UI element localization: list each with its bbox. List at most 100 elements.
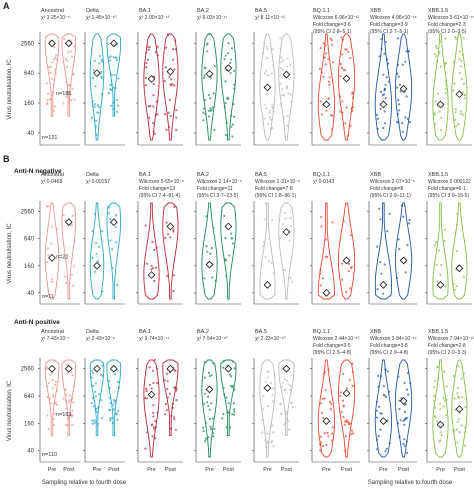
data-point	[398, 408, 401, 411]
data-point	[459, 110, 463, 113]
data-point	[113, 73, 116, 77]
data-point	[227, 97, 230, 100]
data-point	[347, 50, 350, 53]
data-point	[457, 418, 460, 421]
data-point	[341, 38, 344, 41]
variant-title: XBB	[370, 8, 381, 14]
data-point	[94, 395, 97, 398]
group-label: Pre	[93, 467, 102, 473]
data-point	[405, 50, 408, 53]
data-point	[208, 417, 212, 421]
data-point	[94, 382, 98, 385]
data-point	[172, 228, 175, 231]
data-point	[221, 417, 224, 420]
data-point	[111, 248, 114, 251]
data-point	[272, 387, 275, 390]
data-point	[174, 387, 177, 390]
data-point	[169, 236, 172, 239]
data-point	[229, 375, 233, 378]
data-point	[328, 76, 331, 79]
data-point	[153, 132, 157, 135]
data-point	[376, 448, 379, 451]
violin-pre	[432, 33, 449, 141]
data-point	[93, 59, 96, 63]
data-point	[263, 103, 266, 106]
data-point	[396, 422, 399, 425]
data-point	[408, 222, 411, 225]
data-point	[65, 65, 68, 68]
data-point	[231, 135, 234, 138]
variant-title: XBB.1.5	[428, 8, 448, 14]
data-point	[148, 366, 151, 369]
data-point	[48, 66, 51, 69]
stat-label: Wilcoxon 2·07×10⁻⁵	[370, 179, 415, 185]
data-point	[319, 269, 322, 272]
violin-pre	[259, 359, 276, 458]
data-point	[206, 50, 209, 53]
data-point	[205, 215, 208, 218]
data-point	[164, 413, 167, 416]
data-point	[396, 63, 400, 66]
data-point	[67, 417, 70, 420]
violin-pre	[201, 202, 218, 300]
median-diamond	[224, 222, 233, 231]
data-point	[229, 71, 232, 75]
data-point	[233, 410, 236, 413]
data-point	[375, 245, 379, 248]
data-point	[71, 414, 74, 417]
data-point	[203, 361, 206, 364]
data-point	[464, 405, 467, 408]
data-point	[156, 45, 159, 48]
data-point	[114, 56, 117, 59]
data-point	[93, 421, 96, 424]
data-point	[384, 450, 387, 453]
data-point	[46, 385, 49, 388]
data-point	[55, 227, 59, 230]
data-point	[463, 430, 466, 434]
data-point	[66, 372, 69, 375]
median-diamond	[322, 288, 331, 297]
data-point	[345, 290, 348, 294]
data-point	[208, 408, 211, 411]
data-point	[382, 385, 385, 388]
data-point	[175, 129, 178, 132]
data-point	[456, 441, 459, 444]
data-point	[203, 74, 206, 77]
stat-label: Fold change=2·8	[428, 343, 466, 349]
data-point	[329, 37, 332, 40]
stat-label: Wilcoxon 1·31×10⁻⁵	[255, 179, 300, 185]
data-point	[397, 99, 400, 102]
y-axis-label: Virus neutralisation, IC	[7, 59, 13, 120]
data-point	[439, 439, 442, 442]
data-point	[331, 128, 334, 131]
data-point	[168, 392, 171, 395]
data-point	[67, 92, 70, 95]
data-point	[207, 404, 210, 407]
data-point	[342, 219, 345, 222]
median-diamond	[147, 271, 156, 279]
median-diamond	[455, 264, 464, 273]
data-point	[150, 387, 153, 390]
data-point	[204, 392, 207, 395]
data-point	[272, 445, 275, 448]
data-point	[112, 408, 115, 411]
data-point	[146, 45, 149, 48]
data-point	[271, 48, 274, 51]
y-tick-label: 40	[27, 131, 34, 137]
median-diamond	[282, 228, 291, 236]
data-point	[376, 288, 379, 291]
data-point	[51, 280, 54, 283]
data-point	[144, 224, 147, 227]
group-label: Post	[281, 467, 292, 473]
data-point	[380, 272, 383, 275]
data-point	[97, 406, 100, 409]
data-point	[325, 443, 328, 447]
data-point	[116, 418, 119, 421]
stat-label: Wilcoxon 3·84×10⁻¹⁴	[370, 336, 417, 342]
data-point	[461, 395, 464, 399]
data-point	[110, 104, 113, 107]
data-point	[351, 371, 354, 374]
median-diamond	[147, 75, 156, 83]
